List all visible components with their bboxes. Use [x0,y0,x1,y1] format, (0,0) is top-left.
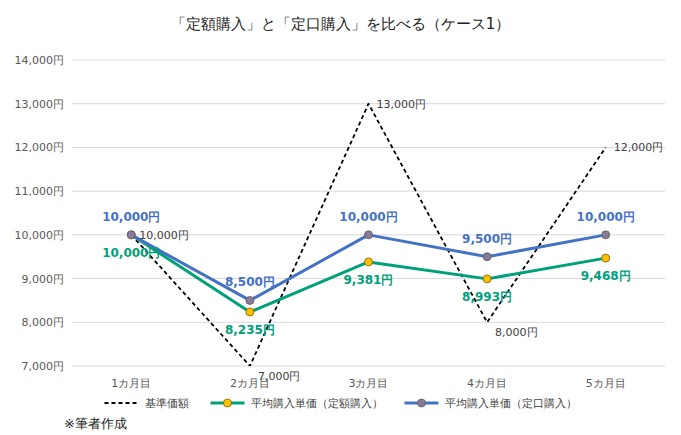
data-label: 8,500円 [225,275,275,289]
y-tick-label: 14,000円 [15,54,65,67]
grid-line [72,60,665,61]
data-label: 9,468円 [581,269,631,283]
legend-label: 平均購入単価（定口購入） [445,397,577,410]
chart: 「定額購入」と「定口購入」を比べる（ケース1） 7,000円 8,000円 9,000… [0,0,681,435]
y-tick-label: 12,000円 [15,141,65,154]
data-label: 7,000円 [258,370,301,383]
y-tick-label: 8,000円 [22,316,65,329]
data-labels: 10,000円 7,000円 13,000円 8,000円 12,000円 10,000円… [102,98,663,383]
legend-label: 基準価額 [145,397,189,410]
data-label: 8,993円 [462,290,512,304]
data-label: 10,000円 [139,229,189,242]
grid-line [72,366,665,367]
marker [127,231,135,239]
legend-swatch [105,402,139,404]
data-label: 10,000円 [577,210,635,224]
grid-line [72,322,665,323]
y-tick-label: 13,000円 [15,98,65,111]
data-label: 8,235円 [225,323,275,337]
marker [246,308,254,316]
data-label: 9,500円 [462,232,512,246]
marker [602,231,610,239]
marker [602,254,610,262]
x-tick-label: 1カ月目 [111,377,151,390]
x-tick-label: 3カ月目 [349,377,389,390]
data-label: 12,000円 [614,141,664,154]
y-tick-label: 10,000円 [15,229,65,242]
title: 「定額購入」と「定口購入」を比べる（ケース1） [171,15,511,33]
legend-marker [224,399,232,407]
y-tick-label: 7,000円 [22,360,65,373]
marker [483,275,491,283]
legend-marker [418,399,426,407]
marker [365,258,373,266]
data-label: 9,381円 [344,273,394,287]
data-label: 8,000円 [495,326,537,339]
series-line [131,235,605,301]
source-note: ※筆者作成 [64,416,127,431]
data-label: 10,000円 [102,246,160,260]
grid [72,60,665,366]
x-tick-label: 4カ月目 [467,377,507,390]
data-label: 10,000円 [339,210,397,224]
legend-label: 平均購入単価（定額購入） [251,397,383,410]
marker [246,296,254,304]
data-label: 13,000円 [377,98,427,111]
legend: 基準価額 平均購入単価（定額購入） 平均購入単価（定口購入） [105,397,577,410]
series-line [131,104,605,366]
y-tick-label: 11,000円 [15,185,65,198]
series-line [131,235,605,312]
marks [127,104,609,366]
marker [127,231,135,239]
y-tick-label: 9,000円 [22,273,65,286]
marker [483,253,491,261]
x-tick-label: 5カ月目 [586,377,626,390]
data-label: 10,000円 [102,210,160,224]
marker [365,231,373,239]
grid-line [72,147,665,148]
